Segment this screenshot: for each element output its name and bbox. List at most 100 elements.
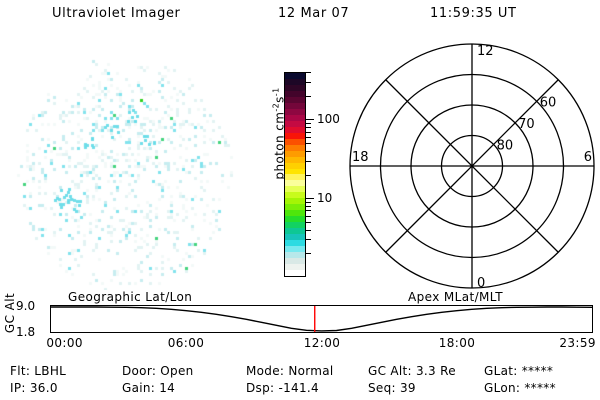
colorbar-minor-tick — [306, 131, 311, 133]
colorbar-band — [285, 108, 305, 115]
strip-title-apex: Apex MLat/MLT — [408, 290, 503, 304]
colorbar-tick-label: 100 — [317, 112, 340, 127]
instrument-title: Ultraviolet Imager — [52, 6, 181, 21]
polar-mlt-label-12: 12 — [477, 44, 494, 59]
strip-xtick-label: 00:00 — [46, 336, 83, 350]
altitude-trace — [51, 306, 592, 332]
colorbar-band — [285, 269, 305, 276]
status-glon: GLon: ***** — [484, 381, 556, 395]
polar-mlt-label-0: 0 — [477, 276, 485, 291]
colorbar-band — [285, 228, 305, 235]
altitude-curve-svg — [51, 306, 592, 332]
colorbar-band — [285, 96, 305, 103]
colorbar-minor-tick — [306, 72, 311, 73]
colorbar-band — [285, 252, 305, 259]
colorbar-band — [285, 78, 305, 85]
colorbar-band — [285, 240, 305, 247]
status-glat: GLat: ***** — [484, 364, 554, 378]
status-bar: Flt: LBHL Door: Open Mode: Normal GC Alt: 3… — [0, 364, 600, 400]
status-door: Door: Open — [122, 364, 194, 378]
strip-xtick-label: 18:00 — [438, 336, 476, 350]
polar-lat-label-80: 80 — [497, 138, 514, 153]
colorbar-minor-tick — [306, 136, 311, 138]
colorbar-band — [285, 234, 305, 241]
observation-time: 11:59:35 UT — [430, 6, 517, 21]
status-flt: Flt: LBHL — [10, 364, 67, 378]
colorbar-band — [285, 180, 305, 187]
colorbar-band — [285, 168, 305, 175]
strip-ytick-top: 9.0 — [16, 299, 36, 313]
colorbar-band — [285, 150, 305, 157]
colorbar-minor-tick — [306, 150, 311, 152]
colorbar-band — [285, 174, 305, 181]
status-gc-alt: GC Alt: 3.3 Re — [368, 364, 456, 378]
strip-xtick-label: 23:59 — [559, 336, 596, 350]
colorbar-band — [285, 84, 305, 91]
observation-date: 12 Mar 07 — [278, 6, 350, 21]
colorbar-band — [285, 192, 305, 199]
colorbar-minor-tick — [306, 143, 311, 145]
colorbar-minor-tick — [306, 229, 311, 231]
colorbar-band — [285, 222, 305, 229]
colorbar-minor-tick — [306, 174, 311, 176]
orbit-altitude-strip-chart: Geographic Lat/Lon Apex MLat/MLT GC Alt … — [0, 290, 600, 358]
colorbar-band — [285, 210, 305, 217]
colorbar-band — [285, 246, 305, 253]
colorbar-minor-tick — [306, 127, 311, 129]
uv-aurora-image[interactable] — [14, 42, 254, 290]
polar-mlt-label-18: 18 — [352, 150, 369, 165]
strip-title-geographic: Geographic Lat/Lon — [68, 290, 193, 304]
colorbar-band — [285, 258, 305, 264]
status-dsp: Dsp: -141.4 — [246, 381, 319, 395]
strip-y-axis-label: GC Alt — [3, 292, 17, 334]
colorbar-band — [285, 216, 305, 223]
uv-image-panel[interactable] — [14, 42, 254, 290]
colorbar-band — [285, 114, 305, 121]
status-gain: Gain: 14 — [122, 381, 176, 395]
colorbar-minor-tick — [306, 201, 311, 203]
colorbar-minor-tick — [306, 221, 311, 223]
colorbar-band — [285, 162, 305, 169]
colorbar-panel: photon cm-2s-1 100 10 — [252, 42, 340, 290]
colorbar-band — [285, 156, 305, 163]
colorbar-band — [285, 264, 305, 270]
colorbar-minor-tick — [306, 239, 311, 241]
colorbar-band — [285, 144, 305, 151]
colorbar-minor-tick — [306, 95, 311, 97]
colorbar-band — [285, 132, 305, 139]
polar-axis-diagonal-ne-sw — [385, 79, 559, 253]
colorbar-major-tick — [306, 119, 314, 121]
colorbar-label-exp2: -1 — [271, 87, 281, 97]
colorbar-minor-tick — [306, 215, 311, 217]
status-seq: Seq: 39 — [368, 381, 416, 395]
colorbar-band — [285, 186, 305, 193]
colorbar-band — [285, 138, 305, 145]
polar-mlt-label-6: 6 — [584, 150, 592, 165]
colorbar-band — [285, 204, 305, 211]
colorbar-gradient — [284, 72, 306, 277]
colorbar-band — [285, 73, 305, 79]
colorbar-minor-tick — [306, 253, 311, 255]
colorbar-band — [285, 120, 305, 127]
status-ip: IP: 36.0 — [10, 381, 58, 395]
colorbar-band — [285, 198, 305, 205]
polar-lat-label-70: 70 — [518, 117, 535, 132]
colorbar-minor-tick — [306, 81, 311, 83]
colorbar-band — [285, 90, 305, 97]
polar-lat-label-60: 60 — [540, 95, 557, 110]
colorbar-minor-tick — [306, 160, 311, 162]
colorbar-band — [285, 102, 305, 109]
strip-xtick-label: 06:00 — [167, 336, 205, 350]
colorbar-major-tick — [306, 198, 314, 200]
colorbar-ticks: 100 10 — [306, 72, 340, 277]
polar-mlat-mlt-plot[interactable]: 12 6 0 18 60 70 80 — [340, 42, 596, 292]
colorbar-minor-tick — [306, 123, 311, 125]
colorbar-label-exp1: -2 — [271, 102, 281, 112]
status-mode: Mode: Normal — [246, 364, 334, 378]
colorbar-minor-tick — [306, 205, 311, 207]
header-bar: Ultraviolet Imager 12 Mar 07 11:59:35 UT — [0, 6, 600, 30]
colorbar-tick-label: 10 — [317, 191, 333, 206]
strip-xtick-label: 12:00 — [303, 336, 341, 350]
strip-plot-box[interactable] — [50, 305, 593, 333]
